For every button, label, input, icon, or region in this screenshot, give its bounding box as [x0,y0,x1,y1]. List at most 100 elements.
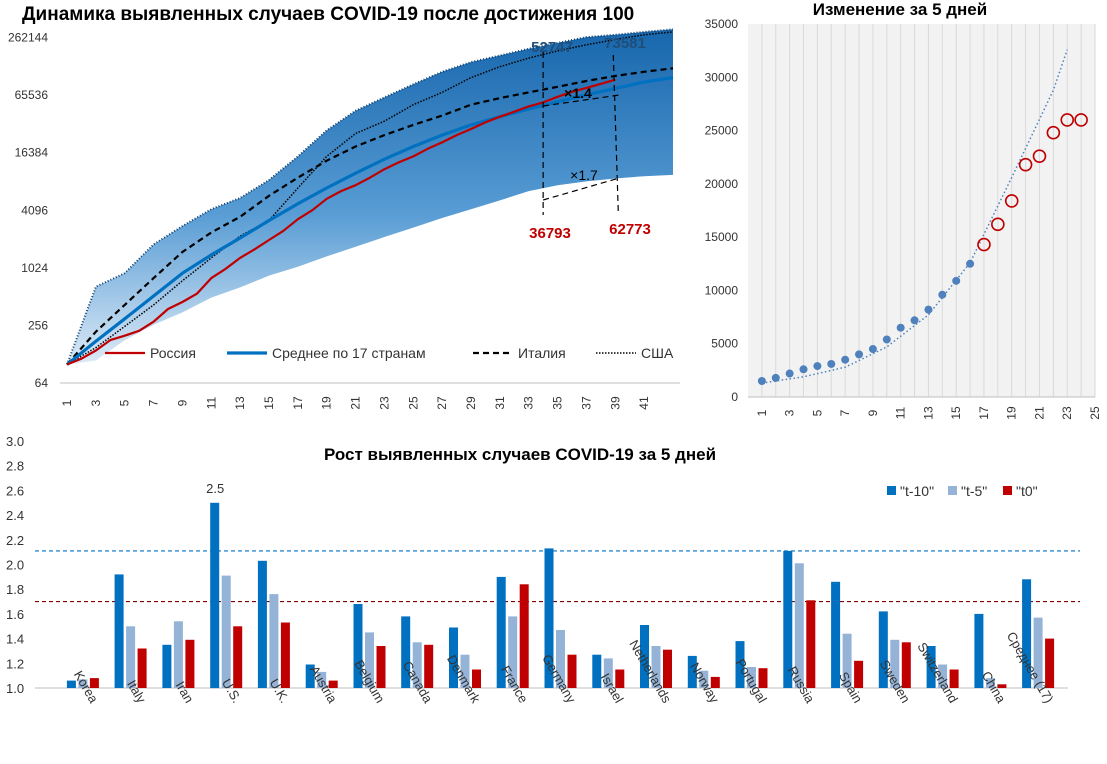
y-tick-label: 30000 [705,70,739,84]
x-tick-label: 23 [377,396,391,410]
growth-bar-chart: Рост выявленных случаев COVID-19 за 5 дн… [0,425,1107,764]
x-tick-label: 13 [921,406,935,420]
bar-Italy-2 [137,648,147,688]
point-filled [813,362,822,371]
bar-Denmark-0 [449,627,458,688]
bar-U.S.-0 [210,502,220,689]
legend-label-Среднее по 17 странам: Среднее по 17 странам [272,345,426,361]
bar-Israel-0 [592,654,602,688]
bar-Germany-0 [544,548,554,688]
y-tick-label: 16384 [15,146,49,160]
y-tick-label: 1.2 [6,656,24,671]
x-tick-label: 9 [866,409,880,416]
x-tick-label: 19 [1005,406,1019,420]
bar-China-1 [985,678,995,688]
x-tick-label: 15 [262,396,276,410]
point-filled [966,259,975,268]
five-day-change-chart: Изменение за 5 дней 0 5000 10000 15000 20000 2… [705,0,1102,420]
bar-Belgium-1 [365,632,374,688]
x-tick-label: 11 [204,396,218,409]
x-tick-label: 19 [320,396,334,410]
y-tick-label: 5000 [711,337,738,351]
y-tick-label: 1.0 [6,681,24,696]
x-tick-label: 27 [435,396,449,410]
series-line-Россия [66,78,616,366]
bar-France-0 [496,576,506,688]
chart-title: Изменение за 5 дней [813,0,987,19]
bar-Spain-1 [842,633,852,688]
point-open [1074,113,1088,127]
point-filled [924,305,933,314]
y-tick-label: 1.6 [6,607,24,622]
bar-Norway-1 [699,670,709,688]
x-tick-label: 9 [175,399,189,406]
bar-Denmark-1 [460,654,470,688]
point-open [1032,149,1047,163]
range-band [67,29,673,365]
series-line-США [66,31,674,366]
bar-China-0 [974,613,984,688]
bar-Norway-2 [710,676,720,688]
bar-Sweden-1 [890,639,900,688]
y-tick-label: 65536 [15,88,49,102]
guide-line-day39 [612,54,619,213]
bar-Switzerland-2 [949,669,959,688]
y-tick-label: 4096 [21,203,48,217]
bar-Canada-0 [401,616,411,688]
y-tick-label: 64 [35,376,49,390]
plot-area [748,24,1095,397]
legend-label-0: "t-10" [900,483,934,499]
y-tick-label: 2.8 [6,459,24,474]
bar-Netherlands-0 [640,625,649,688]
bar-Spain-2 [854,660,864,688]
log-dynamics-chart: Динамика выявленных случаев COVID-19 пос… [8,4,680,410]
bar-U.K.-2 [280,622,290,688]
y-tick-label: 1.8 [6,582,24,597]
y-tick-label: 3.0 [6,434,24,449]
x-tick-label: 33 [522,396,536,410]
bar-Portugal-1 [747,667,756,688]
bar-Switzerland-0 [926,646,936,688]
bar-Korea-0 [66,680,76,688]
bar-Iran-2 [185,639,195,688]
bar-Sweden-0 [878,611,888,688]
legend-swatch-2 [1003,486,1012,495]
chart-title: Рост выявленных случаев COVID-19 за 5 дн… [324,445,716,464]
range-band-upper-edge [66,28,674,365]
legend-label-Италия: Италия [518,345,566,361]
x-tick-label: 1 [60,399,74,406]
y-tick-label: 2.2 [6,533,24,548]
bar-Spain-0 [831,581,841,688]
y-tick-label: 262144 [8,31,48,45]
x-tick-label: 39 [608,396,622,410]
x-tick-label: 13 [233,396,247,410]
bar-Italy-1 [126,626,136,689]
point-open [977,237,991,252]
y-tick-label: 10000 [705,283,739,297]
annotation-ratio-1-4: ×1.4 [564,85,592,101]
legend-swatch-0 [887,486,896,495]
point-filled [952,276,961,285]
y-tick-label: 2.0 [6,558,24,573]
bar-U.S.-1 [221,575,231,688]
x-tick-label: 5 [810,409,824,416]
x-tick-label: 21 [349,396,363,410]
annotation-52747: 52747 [531,39,573,56]
bar-Belgium-0 [353,604,363,688]
legend-label-2: "t0" [1016,483,1038,499]
annotation-62773: 62773 [609,221,651,238]
point-filled [910,316,919,325]
x-tick-label: 11 [894,406,908,419]
y-tick-label: 256 [28,318,48,332]
legend-label-1: "t-5" [961,483,987,499]
point-filled [827,359,836,368]
bar-Korea-2 [89,678,99,688]
legend-swatch-1 [948,486,957,495]
x-tick-label: 7 [147,399,161,406]
x-tick-label: 23 [1060,406,1074,420]
bar-Среднее (17)-0 [1022,579,1032,688]
bar-Switzerland-1 [938,664,948,688]
y-tick-label: 2.4 [6,508,24,523]
bar-Среднее (17)-1 [1033,617,1043,688]
bar-Denmark-2 [472,669,481,688]
